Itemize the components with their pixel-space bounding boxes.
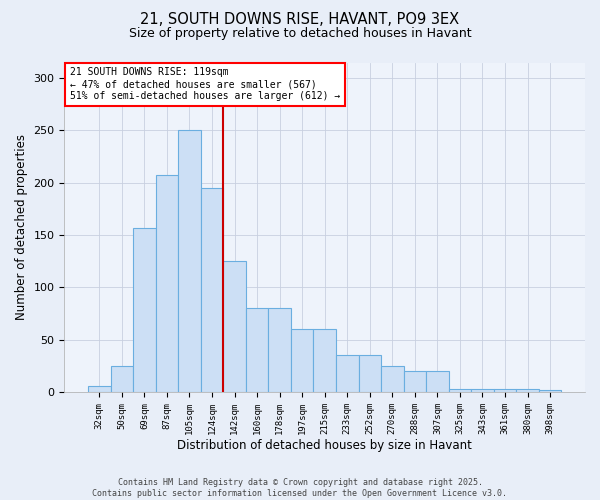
- Bar: [381, 366, 404, 392]
- Y-axis label: Number of detached properties: Number of detached properties: [15, 134, 28, 320]
- Text: 21 SOUTH DOWNS RISE: 119sqm
← 47% of detached houses are smaller (567)
51% of se: 21 SOUTH DOWNS RISE: 119sqm ← 47% of det…: [70, 68, 340, 100]
- Bar: [268, 308, 291, 392]
- Text: Size of property relative to detached houses in Havant: Size of property relative to detached ho…: [128, 28, 472, 40]
- Text: Contains HM Land Registry data © Crown copyright and database right 2025.
Contai: Contains HM Land Registry data © Crown c…: [92, 478, 508, 498]
- Bar: [494, 389, 516, 392]
- X-axis label: Distribution of detached houses by size in Havant: Distribution of detached houses by size …: [177, 440, 472, 452]
- Bar: [155, 176, 178, 392]
- Bar: [246, 308, 268, 392]
- Bar: [449, 389, 471, 392]
- Bar: [359, 356, 381, 392]
- Bar: [336, 356, 359, 392]
- Bar: [404, 371, 426, 392]
- Bar: [471, 389, 494, 392]
- Bar: [539, 390, 562, 392]
- Bar: [291, 329, 313, 392]
- Bar: [133, 228, 155, 392]
- Bar: [516, 389, 539, 392]
- Bar: [201, 188, 223, 392]
- Bar: [88, 386, 110, 392]
- Text: 21, SOUTH DOWNS RISE, HAVANT, PO9 3EX: 21, SOUTH DOWNS RISE, HAVANT, PO9 3EX: [140, 12, 460, 28]
- Bar: [223, 261, 246, 392]
- Bar: [313, 329, 336, 392]
- Bar: [110, 366, 133, 392]
- Bar: [178, 130, 201, 392]
- Bar: [426, 371, 449, 392]
